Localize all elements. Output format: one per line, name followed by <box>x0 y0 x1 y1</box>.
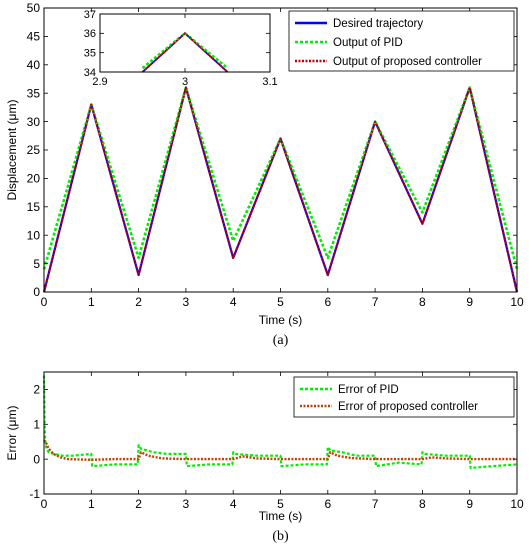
chart-b-ytick-label: -1 <box>29 487 40 501</box>
series-line-output-of-pid <box>42 86 519 270</box>
chart-a-ytick-label: 50 <box>27 1 41 15</box>
chart-b-xtick-label: 5 <box>277 497 284 511</box>
chart-b-xtick-label: 9 <box>466 497 473 511</box>
chart-a-ytick-label: 30 <box>27 115 41 129</box>
chart-b-xtick-label: 2 <box>135 497 142 511</box>
chart-a-ytick-label: 20 <box>27 172 41 186</box>
chart-b-legend: Error of PID Error of proposed controlle… <box>293 376 515 418</box>
chart-b-xtick-label: 8 <box>419 497 426 511</box>
chart-b-xtick-label: 6 <box>324 497 331 511</box>
chart-b-caption: (b) <box>272 529 289 544</box>
chart-b-xtick-label: 0 <box>41 497 48 511</box>
chart-b-ytick-label: 1 <box>33 417 40 431</box>
chart-a-ytick-label: 40 <box>27 58 41 72</box>
chart-a-xlabel: Time (s) <box>259 313 303 327</box>
chart-b-ylabel: Error (μm) <box>5 406 19 461</box>
chart-a-ytick-label: 35 <box>27 86 41 100</box>
chart-a-xtick-label: 5 <box>277 295 284 309</box>
legend-label-pid: Output of PID <box>333 37 403 49</box>
chart-b-xtick-label: 10 <box>510 497 524 511</box>
chart-a-xtick-label: 6 <box>324 295 331 309</box>
chart-a-xtick-label: 4 <box>230 295 237 309</box>
chart-b-ytick-label: 0 <box>33 452 40 466</box>
series-line-output-of-proposed-controller <box>42 86 519 293</box>
chart-b-xtick-label: 7 <box>372 497 379 511</box>
legend-label-error-pid: Error of PID <box>338 384 399 396</box>
inset-series-line <box>141 31 229 70</box>
chart-a-ytick-label: 45 <box>27 30 41 44</box>
chart-b-xtick-label: 4 <box>230 497 237 511</box>
chart-b-ytick-label: 2 <box>33 383 40 397</box>
inset-ytick-label: 36 <box>84 28 96 40</box>
chart-a-ytick-label: 15 <box>27 200 41 214</box>
chart-a-series <box>42 86 519 293</box>
chart-a-inset: 2.9 3 3.1 34 35 36 37 <box>84 9 278 88</box>
series-line-error-of-pid <box>42 375 518 469</box>
chart-a-ytick-label: 5 <box>33 257 40 271</box>
inset-xtick-label: 3 <box>182 76 188 88</box>
chart-a-xtick-label: 3 <box>183 295 190 309</box>
chart-a-legend: Desired trajectory Output of PID Output … <box>288 10 515 72</box>
inset-xtick-label: 3.1 <box>262 76 277 88</box>
chart-a-xtick-label: 0 <box>41 295 48 309</box>
chart-a-xtick-label: 7 <box>372 295 379 309</box>
chart-b-xlabel: Time (s) <box>259 509 303 523</box>
chart-b-series <box>42 375 518 469</box>
inset-ytick-label: 37 <box>84 9 96 21</box>
chart-b-xtick-label: 1 <box>88 497 95 511</box>
chart-a-ytick-label: 25 <box>27 143 41 157</box>
chart-a-ylabel: Displacement (μm) <box>5 100 19 201</box>
inset-series-line <box>141 31 229 73</box>
inset-xtick-label: 2.9 <box>92 76 107 88</box>
chart-b-xtick-label: 3 <box>183 497 190 511</box>
chart-a-ytick-label: 10 <box>27 228 41 242</box>
series-line-error-of-proposed-controller <box>43 439 517 461</box>
chart-a-xtick-label: 10 <box>510 295 524 309</box>
chart-a-ytick-label: 0 <box>33 285 40 299</box>
chart-a-xtick-label: 2 <box>135 295 142 309</box>
chart-a-xtick-label: 1 <box>88 295 95 309</box>
legend-label-error-proposed: Error of proposed controller <box>338 401 478 413</box>
inset-ytick-label: 35 <box>84 48 96 60</box>
chart-a-xtick-label: 8 <box>419 295 426 309</box>
chart-a-xtick-label: 9 <box>466 295 473 309</box>
inset-ytick-label: 34 <box>84 67 96 79</box>
chart-a-caption: (a) <box>273 333 289 348</box>
legend-label-proposed: Output of proposed controller <box>333 56 482 68</box>
legend-label-desired: Desired trajectory <box>333 18 423 30</box>
